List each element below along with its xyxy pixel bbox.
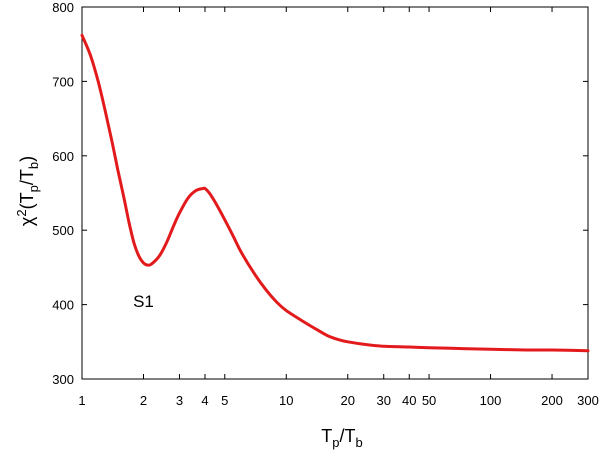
- y-axis-label-pre: χ: [17, 216, 37, 226]
- x-tick-label: 20: [341, 393, 355, 408]
- x-axis-label: Tp/Tb: [321, 426, 362, 450]
- y-tick-label: 300: [52, 372, 74, 387]
- annotation-s1: S1: [133, 292, 154, 311]
- x-tick-label: 200: [541, 393, 563, 408]
- x-axis-label-mid: /T: [340, 426, 356, 446]
- x-tick-label: 30: [376, 393, 390, 408]
- x-tick-label: 5: [221, 393, 228, 408]
- plot-border: [81, 6, 589, 380]
- y-axis-label: χ2(Tp/Tb): [14, 156, 41, 226]
- y-axis-label-sup: 2: [14, 209, 29, 216]
- x-tick-label: 40: [402, 393, 416, 408]
- y-tick-label: 500: [52, 223, 74, 238]
- x-axis: 1 2 3 4 5 10 20 30 40 50 100 200 300: [78, 7, 599, 408]
- x-axis-label-sub2: b: [356, 435, 363, 450]
- x-tick-label: 300: [577, 393, 599, 408]
- y-axis-label-mid: /T: [17, 169, 37, 185]
- x-tick-label: 3: [176, 393, 183, 408]
- y-tick-label: 700: [52, 74, 74, 89]
- x-axis-label-main: T: [321, 426, 332, 446]
- x-tick-label: 2: [140, 393, 147, 408]
- y-axis: 300 400 500 600 700 800: [52, 0, 588, 387]
- y-axis-label-open: (T: [17, 192, 37, 209]
- y-tick-label: 600: [52, 149, 74, 164]
- y-tick-label: 400: [52, 298, 74, 313]
- y-axis-label-sub2: b: [26, 162, 41, 169]
- x-tick-label: 1: [78, 393, 85, 408]
- x-tick-label: 50: [422, 393, 436, 408]
- y-axis-label-sub1: p: [26, 185, 41, 192]
- series-line: [80, 33, 590, 353]
- y-axis-label-close: ): [17, 156, 37, 162]
- x-tick-label: 10: [279, 393, 293, 408]
- y-tick-label: 800: [52, 0, 74, 15]
- x-axis-label-sub1: p: [332, 435, 339, 450]
- plot-frame: [81, 6, 589, 380]
- x-tick-label: 100: [480, 393, 502, 408]
- x-tick-label: 4: [201, 393, 208, 408]
